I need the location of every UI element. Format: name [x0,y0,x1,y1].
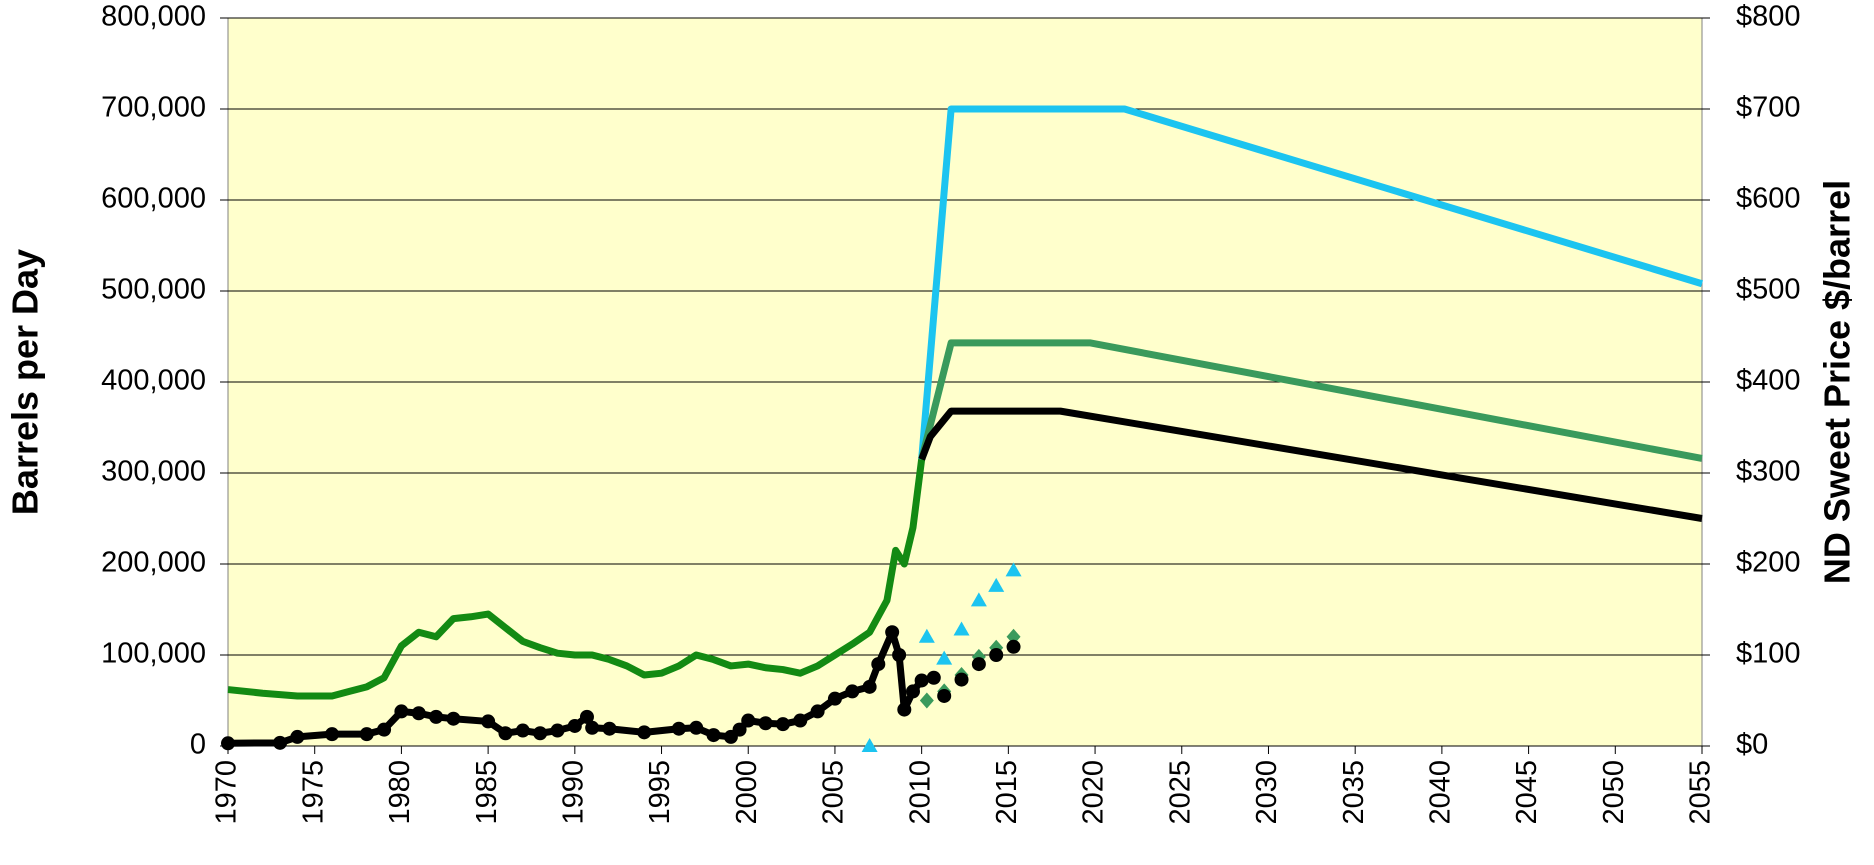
dot-marker [290,729,305,744]
y-tick-label: 500,000 [101,274,206,306]
dot-marker [741,713,756,728]
y2-tick-label: $400 [1736,365,1801,397]
dot-marker [533,726,548,741]
dot-marker [498,726,513,741]
y-tick-label: 800,000 [101,1,206,33]
y2-tick-label: $100 [1736,638,1801,670]
dot-marker [732,722,747,737]
dot-marker [689,720,704,735]
triangle-marker [1005,562,1022,577]
x-tick-label: 1970 [211,760,243,825]
dot-marker [989,648,1004,662]
dot-marker [1006,639,1021,654]
triangle-marker [953,621,970,636]
dot-marker [937,688,952,703]
triangle-marker [988,577,1005,592]
y2-tick-label: $600 [1736,183,1801,215]
dot-marker [892,648,907,662]
line [227,628,935,747]
triangle-marker [861,738,878,752]
x-tick-label: 2020 [1078,760,1110,825]
y-tick-label: 100,000 [101,638,206,670]
dot-marker [550,723,565,738]
dot-marker [579,709,594,724]
dot-marker [905,684,920,699]
dot-marker [481,714,496,729]
line [918,105,1704,460]
x-tick-label: 1990 [557,760,589,825]
dot-marker [221,736,235,751]
dot-marker [637,725,652,740]
line [227,458,926,700]
x-tick-label: 2045 [1511,760,1543,825]
dot-marker [827,691,842,706]
dot-marker [359,727,374,742]
y-tick-label: 0 [190,729,206,761]
x-tick-label: 2050 [1598,760,1630,825]
dot-marker [411,706,426,721]
dot-marker [775,717,790,732]
x-tick-label: 2040 [1425,760,1457,825]
y2-tick-label: $200 [1736,547,1801,579]
triangle-marker [970,592,987,607]
dot-marker [394,704,409,719]
x-tick-label: 1980 [384,760,416,825]
y2-axis-label: ND Sweet Price $/barrel [1817,180,1858,584]
dot-marker [567,718,582,733]
triangle-marker [936,650,953,665]
dot-marker [706,728,721,743]
diamond-marker [919,692,934,709]
dot-marker [810,704,825,719]
dot-marker [758,716,773,731]
dot-marker [897,702,912,717]
x-tick-label: 2010 [904,760,936,825]
y2-tick-label: $0 [1736,729,1768,761]
x-tick-label: 1985 [471,760,503,825]
dot-marker [585,720,600,735]
x-tick-label: 1975 [297,760,329,825]
x-tick-label: 2055 [1685,760,1717,825]
y2-tick-label: $800 [1736,1,1801,33]
dot-marker [515,723,530,738]
x-tick-label: 2030 [1251,760,1283,825]
x-tick-label: 2005 [818,760,850,825]
dot-marker [671,721,686,736]
dot-marker [871,657,886,672]
x-tick-label: 2025 [1164,760,1196,825]
dot-marker [926,670,941,685]
triangle-marker [918,628,935,643]
dot-marker [914,673,929,688]
dot-marker [845,684,860,699]
y-tick-label: 600,000 [101,183,206,215]
x-tick-label: 1995 [644,760,676,825]
dot-marker [971,657,986,672]
y-axis-label: Barrels per Day [5,249,46,515]
y-tick-label: 700,000 [101,92,206,124]
x-tick-label: 2035 [1338,760,1370,825]
dot-marker [602,721,617,736]
x-tick-label: 2000 [731,760,763,825]
dot-marker [325,727,340,742]
dot-marker [446,711,461,726]
y2-tick-label: $300 [1736,456,1801,488]
x-tick-label: 2015 [991,760,1023,825]
y2-tick-label: $700 [1736,92,1801,124]
y-tick-label: 300,000 [101,456,206,488]
dot-marker [862,679,877,694]
dot-marker [793,713,808,728]
y-tick-label: 400,000 [101,365,206,397]
dot-marker [954,672,969,687]
dot-marker [273,735,288,750]
y-tick-label: 200,000 [101,547,206,579]
line [918,407,1703,522]
dot-marker [429,709,444,724]
dot-marker [885,625,900,640]
y2-tick-label: $500 [1736,274,1801,306]
line [918,339,1703,462]
dot-marker [377,722,392,737]
